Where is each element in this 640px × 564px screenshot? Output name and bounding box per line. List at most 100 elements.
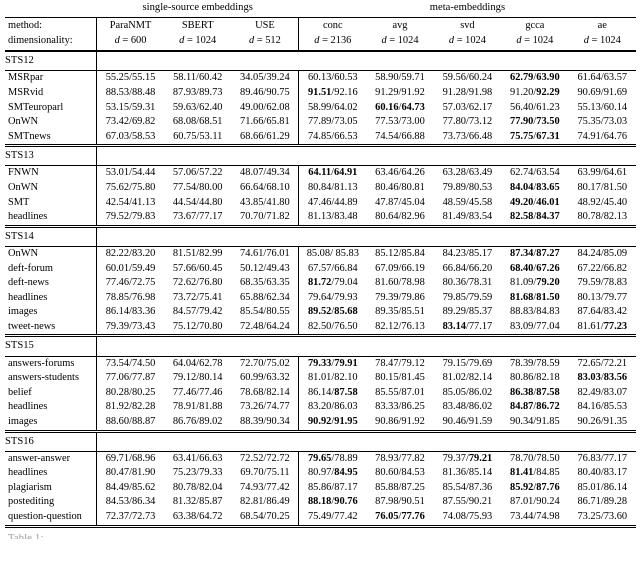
score-cell: 90.46/91.59 bbox=[433, 414, 502, 433]
score-cell: 80.86/82.18 bbox=[510, 372, 560, 384]
score-cell: 73.72/75.41 bbox=[172, 291, 223, 303]
results-table-body: STS12 MSRpar 55.25/55.15 58.11/60.42 34.05/3… bbox=[5, 51, 636, 528]
method-header-ae: ae bbox=[597, 20, 607, 32]
corner-cell bbox=[5, 1, 97, 18]
row-label: headlines bbox=[5, 400, 98, 415]
table-row: headlines 78.85/76.98 73.72/75.41 65.88/62.… bbox=[5, 290, 636, 306]
score-cell: 63.28/63.49 bbox=[442, 167, 493, 179]
score-cell: 90.69/91.69 bbox=[577, 86, 628, 98]
row-label: SMTnews bbox=[5, 129, 98, 148]
section-name: STS15 bbox=[5, 335, 98, 357]
score-cell: 88.39/90.34 bbox=[231, 414, 300, 433]
score-cell: 73.44/74.98 bbox=[501, 510, 569, 528]
section-spacer bbox=[96, 431, 636, 452]
score-cell: 73.67/77.17 bbox=[163, 210, 232, 228]
score-cell: 75.23/79.33 bbox=[172, 467, 223, 479]
score-cell: 61.64/63.57 bbox=[577, 72, 628, 84]
score-cell: 84.24/85.09 bbox=[577, 247, 628, 259]
score-cell: 80.47/81.90 bbox=[105, 467, 156, 479]
table-row: headlines 81.92/82.28 78.91/81.88 73.26/74.… bbox=[5, 400, 636, 415]
section-spacer bbox=[96, 51, 636, 72]
score-cell: 73.25/73.60 bbox=[568, 510, 636, 528]
score-cell: 49.00/62.08 bbox=[231, 100, 300, 116]
row-label: postediting bbox=[5, 495, 98, 510]
score-cell: 50.12/49.43 bbox=[231, 261, 300, 277]
score-cell: 84.04/83.65 bbox=[510, 182, 560, 194]
score-cell: 86.38/87.58 bbox=[510, 386, 560, 398]
score-cell: 89.29/85.37 bbox=[442, 306, 493, 318]
score-cell: 83.48/86.02 bbox=[442, 401, 493, 413]
score-cell: 63.41/66.63 bbox=[172, 452, 223, 464]
table-row: belief 80.28/80.25 77.46/77.46 78.68/82.14 8… bbox=[5, 385, 636, 401]
score-cell: 82.49/83.07 bbox=[577, 386, 628, 398]
score-cell: 81.13/83.48 bbox=[298, 210, 367, 228]
score-cell: 81.36/85.14 bbox=[442, 467, 493, 479]
row-label: plagiarism bbox=[5, 480, 98, 496]
section-header-STS14: STS14 bbox=[5, 226, 636, 247]
score-cell: 79.39/79.86 bbox=[375, 291, 425, 303]
score-cell: 47.46/44.89 bbox=[307, 196, 358, 208]
score-cell: 88.60/88.87 bbox=[96, 414, 164, 433]
score-cell: 79.37/79.21 bbox=[442, 452, 493, 464]
table-row: answers-students 77.06/77.87 79.12/80.14 60… bbox=[5, 371, 636, 386]
score-cell: 78.85/76.98 bbox=[105, 291, 156, 303]
table-row: SMTnews 67.03/58.53 60.75/53.11 68.66/61.29… bbox=[5, 129, 636, 148]
score-cell: 34.05/39.24 bbox=[231, 70, 300, 86]
score-cell: 87.64/83.42 bbox=[577, 306, 628, 318]
score-cell: 48.07/49.34 bbox=[231, 165, 300, 182]
group-header-1: meta-embeddings bbox=[298, 1, 636, 18]
score-cell: 73.42/69.82 bbox=[105, 116, 156, 128]
score-cell: 85.12/85.84 bbox=[375, 247, 425, 259]
score-cell: 91.20/92.29 bbox=[510, 86, 560, 98]
score-cell: 86.14/83.36 bbox=[105, 306, 156, 318]
score-cell: 87.34/87.27 bbox=[510, 247, 560, 259]
score-cell: 75.35/73.03 bbox=[577, 116, 628, 128]
score-cell: 57.66/60.45 bbox=[172, 262, 223, 274]
score-cell: 65.88/62.34 bbox=[231, 290, 300, 306]
score-cell: 72.62/76.80 bbox=[172, 277, 223, 289]
score-cell: 42.54/41.13 bbox=[105, 196, 156, 208]
score-cell: 79.52/79.83 bbox=[96, 210, 164, 228]
score-cell: 63.46/64.26 bbox=[375, 167, 425, 179]
table-row: FNWN 53.01/54.44 57.06/57.22 48.07/49.34 64.… bbox=[5, 165, 636, 182]
score-cell: 77.46/72.75 bbox=[105, 277, 156, 289]
score-cell: 84.16/85.53 bbox=[577, 401, 628, 413]
score-cell: 83.14/77.17 bbox=[433, 319, 502, 338]
score-cell: 82.12/76.13 bbox=[366, 319, 434, 338]
results-table: single-source embeddings meta-embeddings m… bbox=[5, 1, 636, 528]
score-cell: 80.78/82.13 bbox=[568, 210, 636, 228]
method-header-svd: svd bbox=[460, 20, 475, 32]
section-name: STS16 bbox=[5, 431, 98, 452]
score-cell: 90.34/91.85 bbox=[501, 414, 569, 433]
score-cell: 68.40/67.26 bbox=[510, 262, 560, 274]
score-cell: 79.15/79.69 bbox=[442, 357, 493, 369]
section-name: STS13 bbox=[5, 145, 98, 167]
score-cell: 80.13/79.77 bbox=[577, 291, 628, 303]
score-cell: 63.99/64.61 bbox=[577, 167, 628, 179]
score-cell: 43.85/41.80 bbox=[231, 195, 300, 211]
score-cell: 77.90/73.50 bbox=[510, 116, 560, 128]
score-cell: 82.50/76.50 bbox=[298, 319, 367, 338]
score-cell: 67.09/66.19 bbox=[375, 262, 425, 274]
score-cell: 49.20/46.01 bbox=[510, 196, 560, 208]
score-cell: 78.47/79.12 bbox=[375, 357, 425, 369]
score-cell: 73.26/74.77 bbox=[231, 400, 300, 415]
score-cell: 67.22/66.82 bbox=[577, 262, 628, 274]
score-cell: 57.06/57.22 bbox=[172, 167, 223, 179]
table-row: tweet-news 79.39/73.43 75.12/70.80 72.48/64… bbox=[5, 319, 636, 338]
score-cell: 81.61/77.23 bbox=[568, 319, 636, 338]
score-cell: 78.93/77.82 bbox=[375, 452, 425, 464]
score-cell: 68.54/70.25 bbox=[231, 510, 300, 528]
score-cell: 85.05/86.02 bbox=[442, 386, 493, 398]
score-cell: 84.87/86.72 bbox=[510, 401, 560, 413]
score-cell: 84.53/86.34 bbox=[105, 496, 156, 508]
score-cell: 62.74/63.54 bbox=[510, 167, 560, 179]
section-name: STS14 bbox=[5, 226, 98, 247]
score-cell: 79.65/78.89 bbox=[307, 452, 358, 464]
dim-header-SBERT: d = 1024 bbox=[163, 33, 232, 53]
table-row: MSRpar 55.25/55.15 58.11/60.42 34.05/39.24 6… bbox=[5, 70, 636, 86]
score-cell: 74.93/77.42 bbox=[231, 480, 300, 496]
score-cell: 89.52/85.68 bbox=[307, 306, 358, 318]
row-label: OnWN bbox=[5, 181, 98, 196]
score-cell: 74.61/76.01 bbox=[231, 246, 300, 262]
